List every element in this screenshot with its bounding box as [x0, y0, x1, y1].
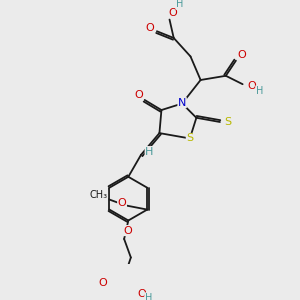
- Text: O: O: [134, 90, 143, 100]
- Text: O: O: [98, 278, 107, 288]
- Text: N: N: [178, 98, 186, 108]
- Text: O: O: [137, 289, 146, 298]
- Text: H: H: [256, 86, 263, 96]
- Text: O: O: [248, 81, 256, 91]
- Text: H: H: [145, 293, 152, 300]
- Text: H: H: [176, 0, 183, 9]
- Text: O: O: [169, 8, 177, 18]
- Text: O: O: [237, 50, 246, 60]
- Text: CH₃: CH₃: [89, 190, 108, 200]
- Text: H: H: [145, 147, 154, 157]
- Text: O: O: [123, 226, 132, 236]
- Text: O: O: [118, 198, 126, 208]
- Text: S: S: [224, 117, 231, 127]
- Text: O: O: [145, 23, 154, 33]
- Text: S: S: [186, 134, 194, 143]
